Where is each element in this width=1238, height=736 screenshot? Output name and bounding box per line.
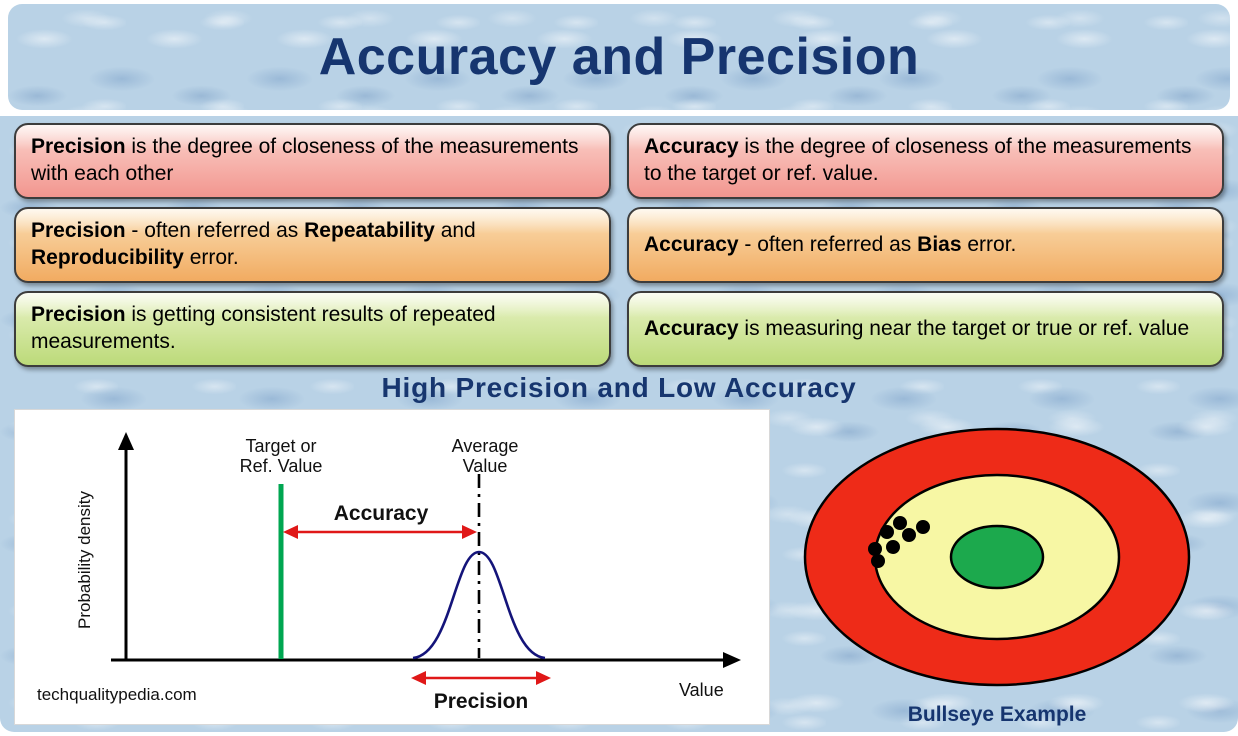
box-precision-repeatability: Precision - often referred as Repeatabil… [14,207,611,283]
precision-arrowhead-right-icon [536,671,551,685]
precision-arrow-label: Precision [434,690,529,713]
box-accuracy-definition: Accuracy is the degree of closeness of t… [627,123,1224,199]
accuracy-arrowhead-left-icon [283,525,298,539]
bullseye-label: Bullseye Example [907,703,1087,726]
shot-dot [916,520,930,534]
target-label-line2: Ref. Value [240,456,323,476]
page-title: Accuracy and Precision [318,28,920,86]
accuracy-arrow-label: Accuracy [334,502,429,525]
shot-dot [871,554,885,568]
accuracy-arrowhead-right-icon [462,525,477,539]
box-accuracy-measuring: Accuracy is measuring near the target or… [627,291,1224,367]
bullseye-area: Bullseye Example [770,409,1224,729]
target-label-line1: Target or [245,436,316,456]
probability-density-chart-panel: Probability density Value Target or Ref.… [14,409,770,725]
x-axis-label: Value [679,680,724,700]
bullseye-diagram [803,427,1191,687]
watermark: techqualitypedia.com [37,685,197,704]
precision-arrowhead-left-icon [411,671,426,685]
shot-dot [893,516,907,530]
shot-dot [880,525,894,539]
section-subtitle: High Precision and Low Accuracy [381,372,857,403]
subtitle-row: High Precision and Low Accuracy [14,367,1224,409]
shot-dot [886,540,900,554]
average-label-line1: Average [452,436,519,456]
shot-cluster [868,516,930,568]
bullseye-center [949,524,1045,590]
y-axis-label: Probability density [75,491,94,629]
definition-boxes-grid: Precision is the degree of closeness of … [14,123,1224,367]
bottom-section: Probability density Value Target or Ref.… [14,409,1224,729]
box-precision-definition: Precision is the degree of closeness of … [14,123,611,199]
box-precision-consistency: Precision is getting consistent results … [14,291,611,367]
probability-density-chart: Probability density Value Target or Ref.… [37,432,741,713]
shot-dot [868,542,882,556]
y-axis-arrowhead-icon [118,432,134,450]
shot-dot [902,528,916,542]
box-accuracy-bias: Accuracy - often referred as Bias error. [627,207,1224,283]
bell-curve [412,550,546,660]
main-panel: Precision is the degree of closeness of … [0,116,1238,732]
x-axis-arrowhead-icon [723,652,741,668]
average-label-line2: Value [463,456,508,476]
title-banner: Accuracy and Precision [8,4,1230,110]
